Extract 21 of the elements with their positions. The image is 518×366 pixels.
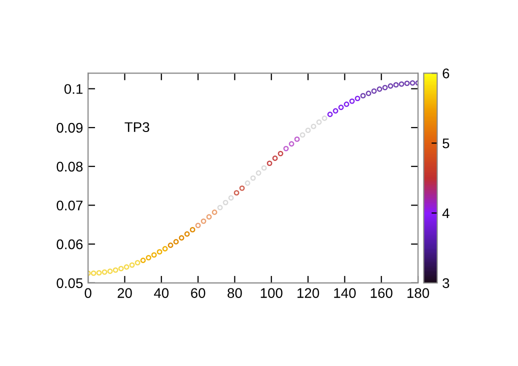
color-bar-label: 3 xyxy=(442,278,450,288)
x-tick-label: 100 xyxy=(260,288,282,298)
x-tick-label: 160 xyxy=(370,288,392,298)
x-tick-label: 140 xyxy=(334,288,356,298)
x-tick-label: 80 xyxy=(228,288,242,298)
x-tick-label: 180 xyxy=(408,288,430,298)
x-tick-label: 20 xyxy=(118,288,132,298)
x-tick-label: 40 xyxy=(154,288,169,298)
x-tick-label: 120 xyxy=(298,288,320,298)
y-tick-label: 0.05 xyxy=(56,278,83,288)
x-tick-label: 60 xyxy=(191,288,206,298)
color-bar-label: 6 xyxy=(442,68,450,78)
y-tick-label: 0.06 xyxy=(56,239,83,250)
y-tick-label: 0.07 xyxy=(56,200,83,210)
y-tick-label: 0.08 xyxy=(56,162,83,172)
color-bar-label: 4 xyxy=(442,208,450,218)
annotation: TP3 xyxy=(124,122,150,132)
color-bar-label: 5 xyxy=(442,138,450,148)
y-tick-label: 0.1 xyxy=(64,84,83,94)
x-tick-label: 0 xyxy=(84,288,92,298)
y-tick-label: 0.09 xyxy=(56,122,83,133)
